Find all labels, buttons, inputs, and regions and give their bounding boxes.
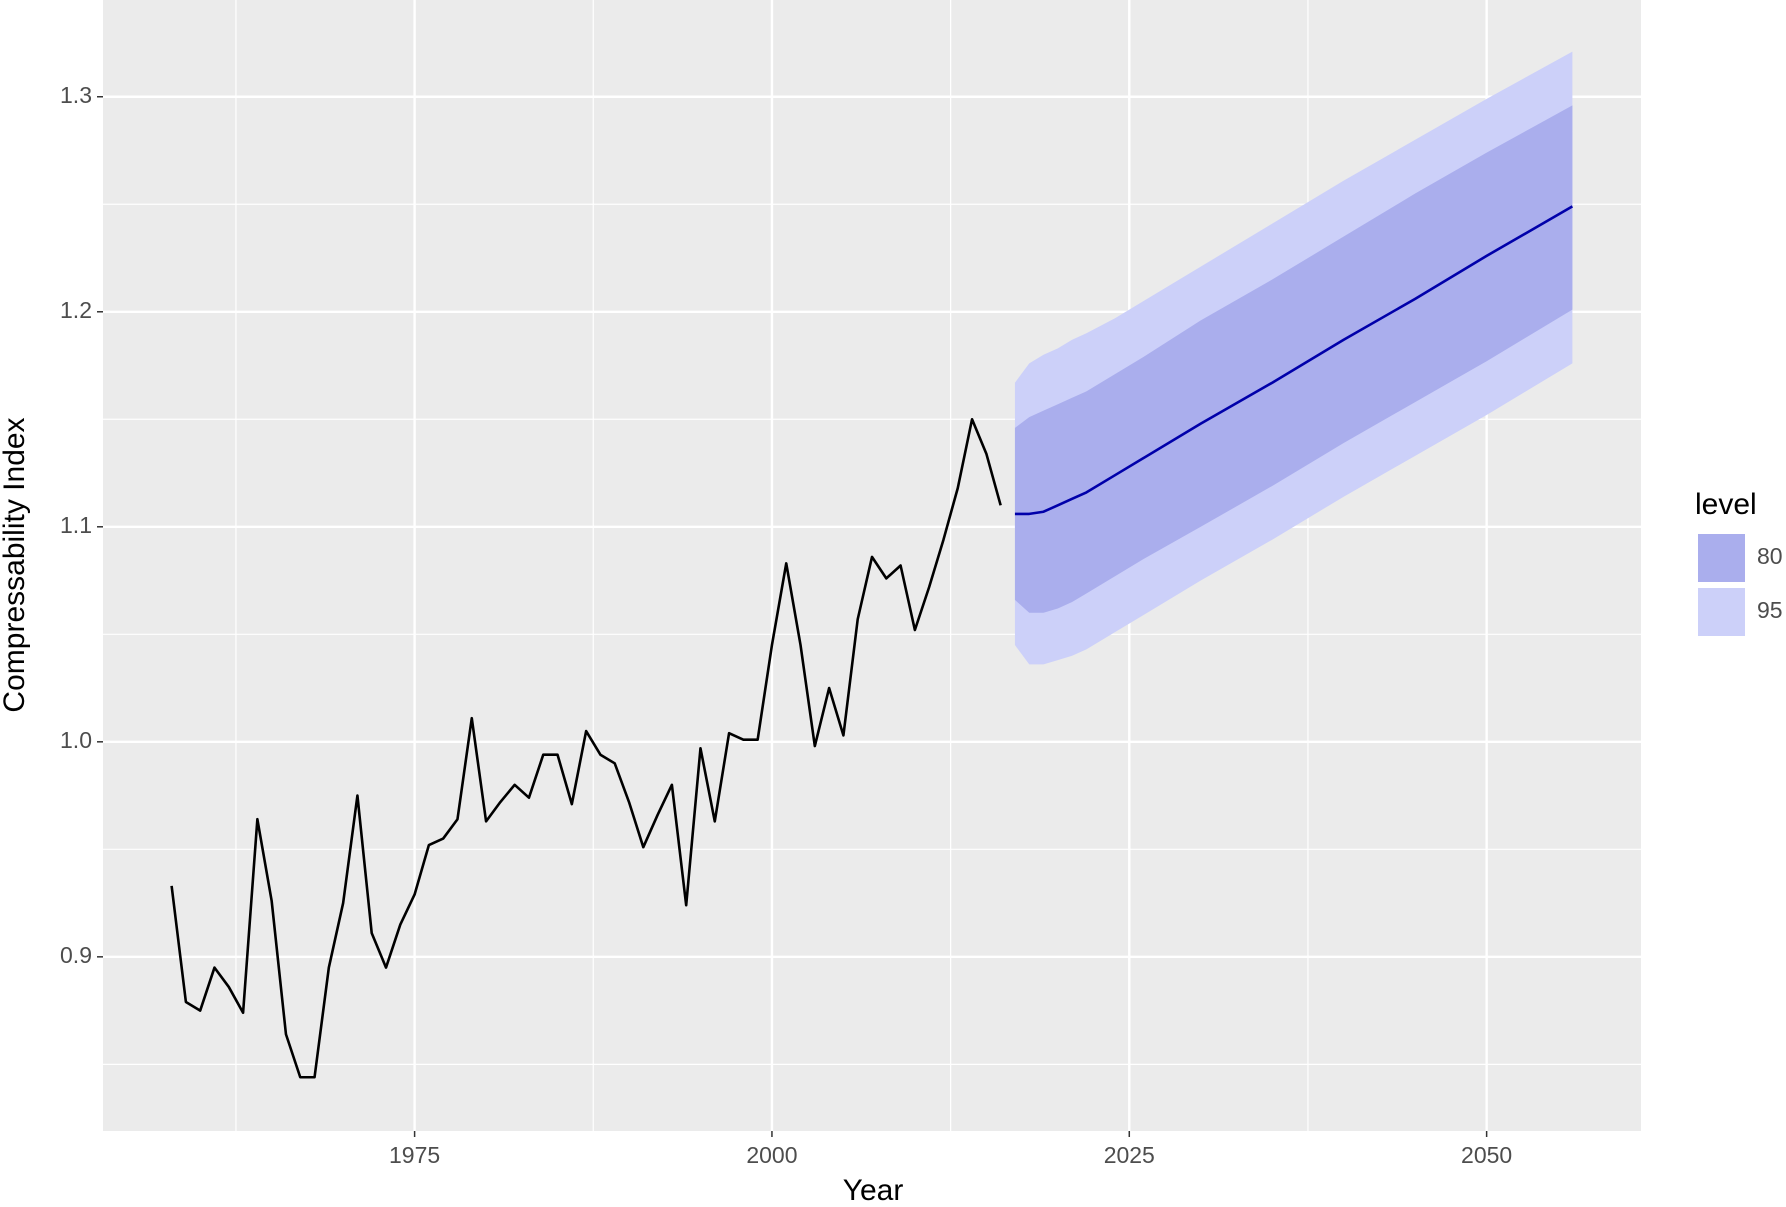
y-axis-title: Compressability Index — [0, 417, 31, 712]
history-line — [170, 417, 1002, 1079]
y-tick-label: 1.0 — [60, 727, 92, 753]
y-tick-label: 1.2 — [60, 297, 92, 323]
legend-label: 95 — [1757, 597, 1783, 623]
y-tick-label: 1.3 — [60, 82, 92, 108]
x-tick-label: 2025 — [1104, 1142, 1155, 1168]
x-tick-label: 1975 — [389, 1142, 440, 1168]
x-tick-label: 2050 — [1461, 1142, 1512, 1168]
legend-label: 80 — [1757, 543, 1783, 569]
y-tick-label: 0.9 — [60, 942, 92, 968]
prediction-band — [1014, 105, 1573, 613]
x-tick-label: 2000 — [746, 1142, 797, 1168]
y-tick-label: 1.1 — [60, 512, 92, 538]
x-axis-title: Year — [843, 1174, 904, 1207]
legend-key — [1696, 532, 1747, 584]
legend-key — [1696, 586, 1747, 638]
legend-title: level — [1695, 488, 1757, 521]
forecast-line — [1014, 205, 1574, 516]
